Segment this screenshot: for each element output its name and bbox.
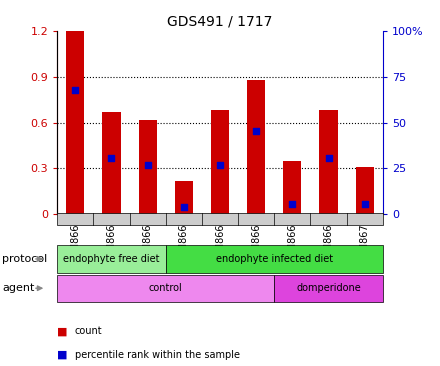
- Title: GDS491 / 1717: GDS491 / 1717: [167, 15, 273, 29]
- Bar: [319, 111, 337, 214]
- Bar: [139, 120, 157, 214]
- Text: control: control: [149, 283, 183, 293]
- Bar: [247, 80, 265, 214]
- Text: ■: ■: [57, 350, 68, 360]
- Bar: [356, 167, 374, 214]
- Text: count: count: [75, 326, 103, 336]
- Text: endophyte infected diet: endophyte infected diet: [216, 254, 333, 264]
- Point: [108, 155, 115, 161]
- Point: [180, 204, 187, 210]
- Bar: [211, 111, 229, 214]
- Bar: [283, 161, 301, 214]
- Text: endophyte free diet: endophyte free diet: [63, 254, 160, 264]
- Point: [253, 128, 260, 134]
- Point: [361, 201, 368, 207]
- Point: [144, 162, 151, 168]
- Point: [325, 155, 332, 161]
- Text: agent: agent: [2, 283, 35, 293]
- Bar: [175, 180, 193, 214]
- Text: percentile rank within the sample: percentile rank within the sample: [75, 350, 240, 360]
- Text: ■: ■: [57, 326, 68, 336]
- Bar: [103, 112, 121, 214]
- Text: domperidone: domperidone: [296, 283, 361, 293]
- Bar: [66, 31, 84, 214]
- Point: [216, 162, 224, 168]
- Point: [289, 201, 296, 207]
- Text: protocol: protocol: [2, 254, 48, 264]
- Point: [72, 87, 79, 93]
